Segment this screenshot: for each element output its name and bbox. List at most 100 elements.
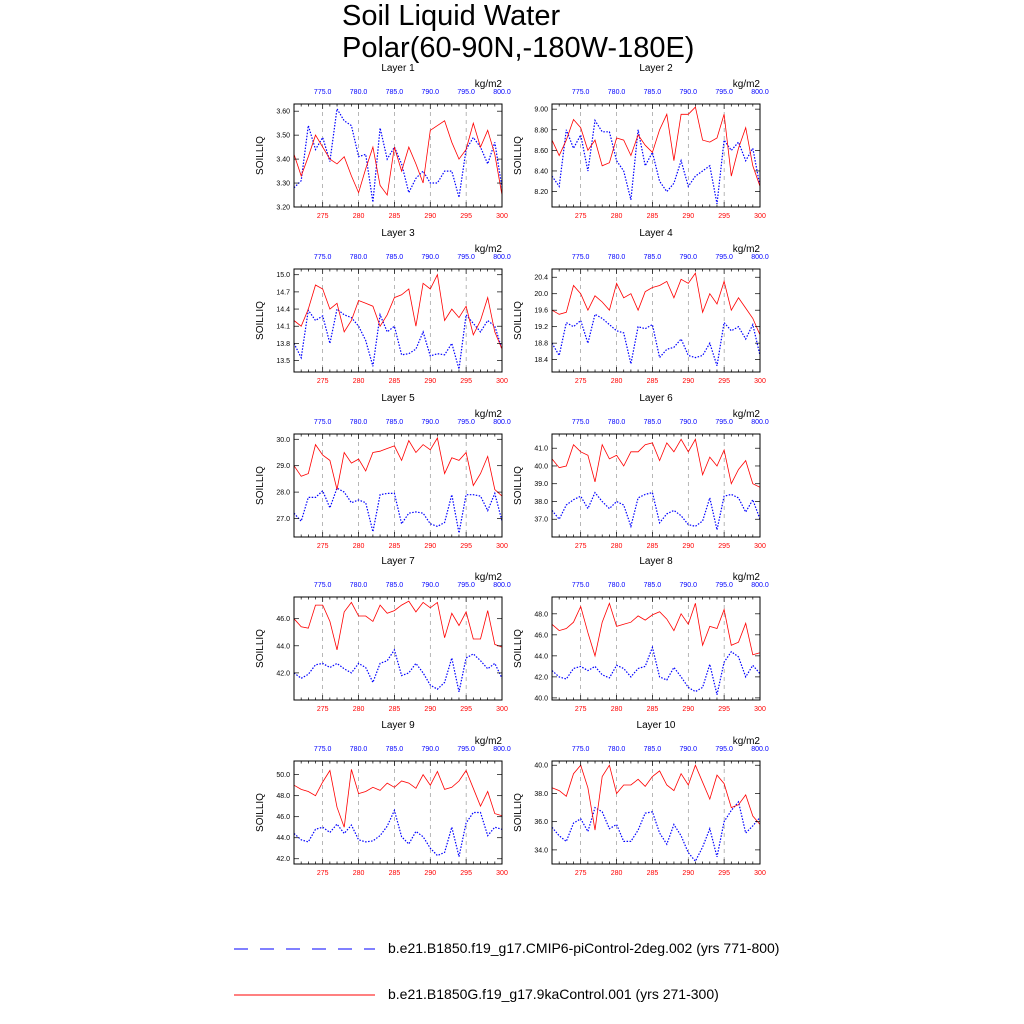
x-top-tick-label: 775.0 xyxy=(572,582,590,589)
x-tick-label: 285 xyxy=(389,870,401,877)
x-top-tick-label: 780.0 xyxy=(350,89,368,96)
x-top-tick-label: 785.0 xyxy=(644,254,662,261)
x-tick-label: 280 xyxy=(353,706,365,713)
x-tick-label: 290 xyxy=(682,378,694,385)
y-tick-label: 38.0 xyxy=(534,791,548,798)
x-top-tick-label: 785.0 xyxy=(644,746,662,753)
x-top-tick-label: 790.0 xyxy=(680,419,698,426)
y-tick-label: 41.0 xyxy=(534,446,548,453)
x-top-tick-label: 775.0 xyxy=(314,89,332,96)
x-top-tick-label: 785.0 xyxy=(386,254,404,261)
x-tick-label: 280 xyxy=(611,213,623,220)
x-tick-label: 275 xyxy=(317,870,329,877)
x-top-tick-label: 795.0 xyxy=(457,89,475,96)
y-tick-label: 3.60 xyxy=(276,109,290,116)
x-tick-label: 280 xyxy=(611,870,623,877)
plot-frame xyxy=(293,596,503,701)
x-top-tick-label: 800.0 xyxy=(493,746,511,753)
panel-layer-4: Layer 4 kg/m2 SOILLIQ 275 280 285 290 295 300 775… xyxy=(513,228,769,385)
x-tick-label: 300 xyxy=(496,213,508,220)
panel-layer-10: Layer 10 kg/m2 SOILLIQ 275 280 285 290 295 300 77… xyxy=(513,720,769,877)
x-tick-label: 300 xyxy=(496,543,508,550)
x-top-tick-label: 795.0 xyxy=(715,254,733,261)
series-a-line xyxy=(293,308,503,370)
x-top-tick-label: 775.0 xyxy=(572,746,590,753)
series-a-line xyxy=(551,118,761,205)
y-tick-label: 14.7 xyxy=(276,289,290,296)
y-tick-label: 44.0 xyxy=(534,653,548,660)
x-top-tick-label: 795.0 xyxy=(715,582,733,589)
panel-title: Layer 8 xyxy=(639,556,673,567)
y-tick-label: 42.0 xyxy=(276,856,290,863)
y-tick-label: 13.5 xyxy=(276,358,290,365)
y-tick-label: 13.8 xyxy=(276,341,290,348)
y-tick-label: 39.0 xyxy=(534,481,548,488)
x-top-tick-label: 790.0 xyxy=(680,746,698,753)
y-tick-label: 46.0 xyxy=(276,616,290,623)
y-tick-label: 9.00 xyxy=(534,107,548,114)
y-tick-label: 8.80 xyxy=(534,127,548,134)
plot-frame xyxy=(551,268,761,373)
x-top-tick-label: 790.0 xyxy=(422,419,440,426)
x-tick-label: 285 xyxy=(389,213,401,220)
x-top-tick-label: 795.0 xyxy=(457,746,475,753)
x-tick-label: 290 xyxy=(424,213,436,220)
y-tick-label: 8.20 xyxy=(534,189,548,196)
x-top-tick-label: 780.0 xyxy=(350,419,368,426)
panel-layer-1: Layer 1 kg/m2 SOILLIQ 275 280 285 290 295 300 775… xyxy=(255,63,511,220)
plot-frame xyxy=(293,433,503,538)
plot-frame xyxy=(551,596,761,701)
y-axis-label: SOILLIQ xyxy=(513,629,524,668)
plot-frame xyxy=(551,103,761,208)
x-top-tick-label: 785.0 xyxy=(386,89,404,96)
units-label: kg/m2 xyxy=(733,572,761,583)
x-tick-label: 290 xyxy=(424,378,436,385)
plot-frame xyxy=(551,433,761,538)
x-tick-label: 285 xyxy=(647,706,659,713)
series-b-line xyxy=(293,436,503,497)
y-tick-label: 50.0 xyxy=(276,772,290,779)
y-tick-label: 44.0 xyxy=(276,643,290,650)
x-tick-label: 280 xyxy=(353,213,365,220)
series-a-line xyxy=(293,487,503,534)
units-label: kg/m2 xyxy=(475,572,503,583)
x-tick-label: 275 xyxy=(575,706,587,713)
x-top-tick-label: 800.0 xyxy=(751,89,769,96)
panel-layer-2: Layer 2 kg/m2 SOILLIQ 275 280 285 290 295 300 775… xyxy=(513,63,769,220)
x-top-tick-label: 780.0 xyxy=(608,419,626,426)
y-tick-label: 40.0 xyxy=(534,695,548,702)
x-tick-label: 280 xyxy=(353,378,365,385)
y-tick-label: 3.30 xyxy=(276,181,290,188)
units-label: kg/m2 xyxy=(733,79,761,90)
y-tick-label: 42.0 xyxy=(276,670,290,677)
x-tick-label: 275 xyxy=(575,543,587,550)
panel-title: Layer 3 xyxy=(381,228,415,239)
x-top-tick-label: 800.0 xyxy=(751,254,769,261)
panel-layer-5: Layer 5 kg/m2 SOILLIQ 275 280 285 290 295 300 775… xyxy=(255,393,511,550)
y-tick-label: 14.1 xyxy=(276,324,290,331)
series-b-line xyxy=(293,120,503,197)
series-a-line xyxy=(293,648,503,693)
x-tick-label: 290 xyxy=(682,706,694,713)
panel-title: Layer 5 xyxy=(381,393,415,404)
x-tick-label: 280 xyxy=(353,543,365,550)
x-tick-label: 275 xyxy=(575,870,587,877)
y-tick-label: 3.40 xyxy=(276,157,290,164)
x-tick-label: 295 xyxy=(460,706,472,713)
y-tick-label: 8.40 xyxy=(534,168,548,175)
x-tick-label: 280 xyxy=(611,543,623,550)
series-b-line xyxy=(551,438,761,488)
x-top-tick-label: 780.0 xyxy=(608,746,626,753)
x-tick-label: 280 xyxy=(611,378,623,385)
x-tick-label: 285 xyxy=(389,378,401,385)
x-tick-label: 300 xyxy=(754,870,766,877)
x-tick-label: 275 xyxy=(317,543,329,550)
x-tick-label: 295 xyxy=(718,706,730,713)
panel-layer-6: Layer 6 kg/m2 SOILLIQ 275 280 285 290 295 300 775… xyxy=(513,393,769,550)
x-top-tick-label: 775.0 xyxy=(314,582,332,589)
x-tick-label: 285 xyxy=(647,870,659,877)
x-tick-label: 295 xyxy=(718,543,730,550)
units-label: kg/m2 xyxy=(475,409,503,420)
x-top-tick-label: 785.0 xyxy=(644,582,662,589)
series-a-line xyxy=(551,645,761,695)
